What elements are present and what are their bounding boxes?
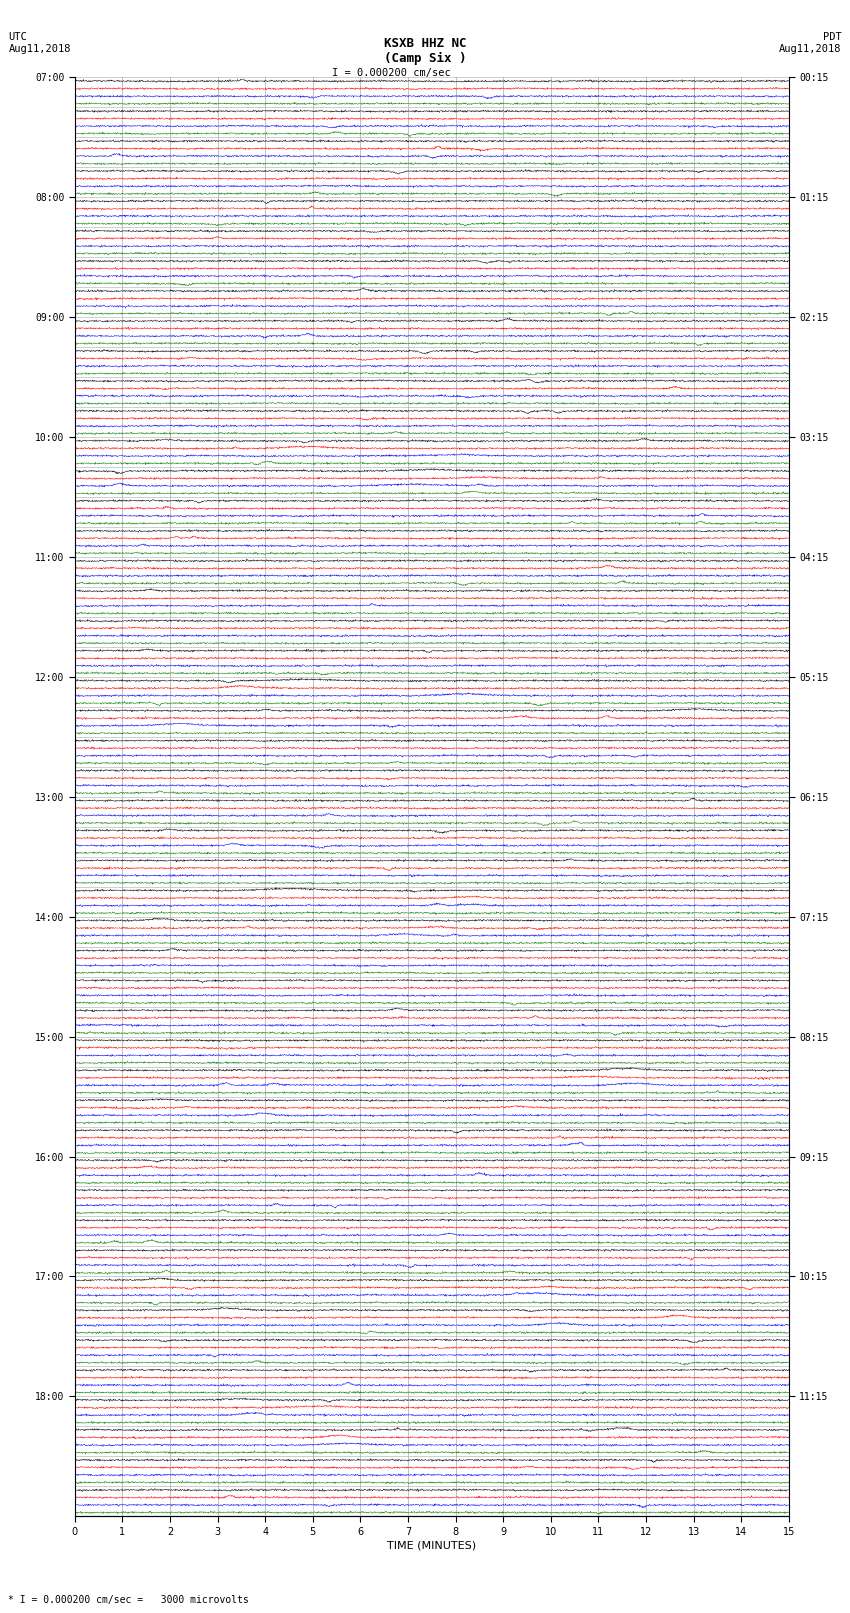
Text: * I = 0.000200 cm/sec =   3000 microvolts: * I = 0.000200 cm/sec = 3000 microvolts: [8, 1595, 249, 1605]
Text: I = 0.000200 cm/sec: I = 0.000200 cm/sec: [332, 68, 450, 77]
Text: KSXB HHZ NC: KSXB HHZ NC: [383, 37, 467, 50]
X-axis label: TIME (MINUTES): TIME (MINUTES): [388, 1540, 476, 1550]
Text: (Camp Six ): (Camp Six ): [383, 52, 467, 65]
Text: UTC
Aug11,2018: UTC Aug11,2018: [8, 32, 71, 53]
Text: PDT
Aug11,2018: PDT Aug11,2018: [779, 32, 842, 53]
